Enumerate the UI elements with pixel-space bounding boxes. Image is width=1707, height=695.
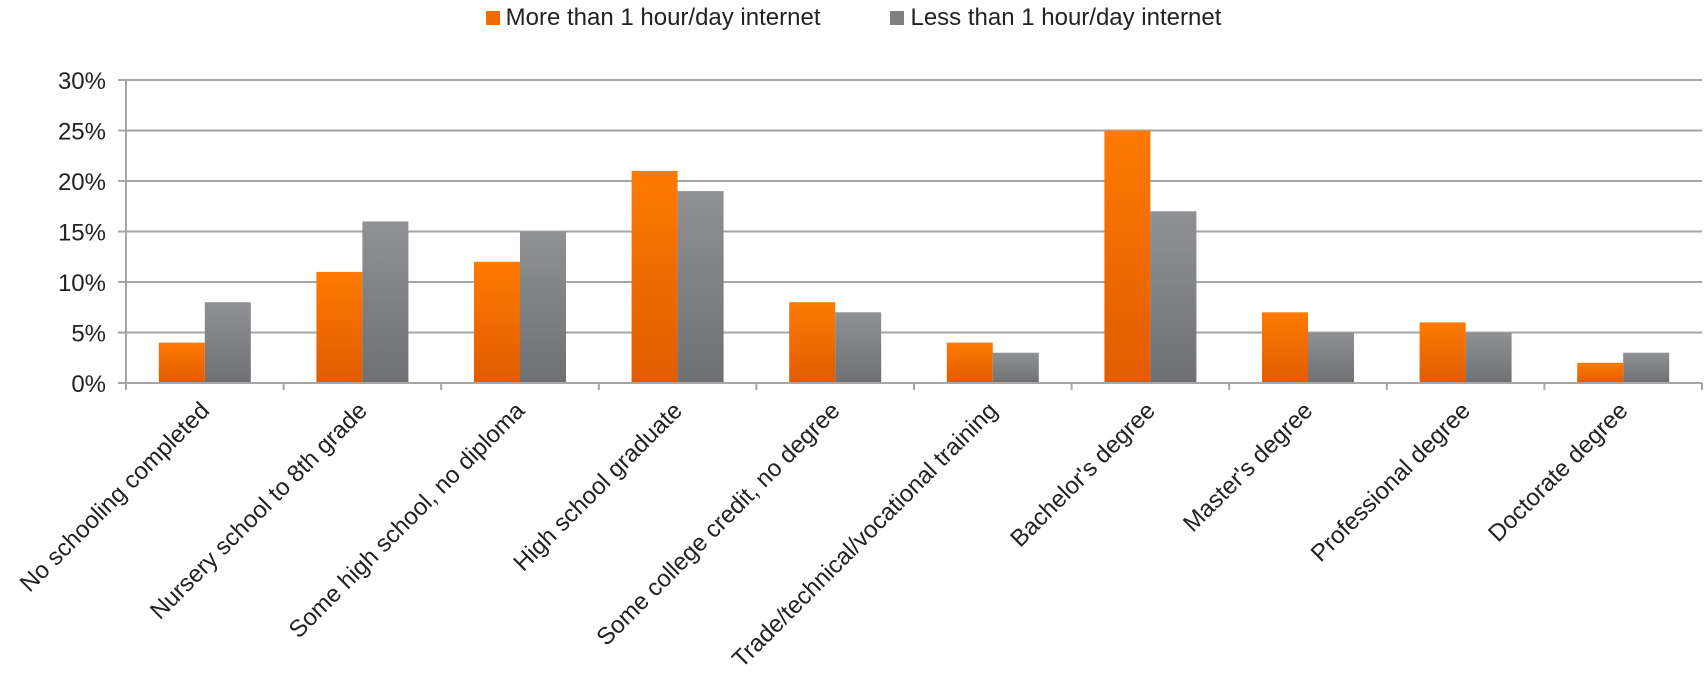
legend-swatch-series-2 xyxy=(890,11,905,25)
bar xyxy=(362,221,409,383)
y-tick-label: 5% xyxy=(71,321,106,348)
x-tick-label: Trade/technical/vocational training xyxy=(727,397,1003,673)
y-tick-label: 20% xyxy=(58,169,106,196)
x-tick-label: Master's degree xyxy=(1178,397,1318,537)
bar xyxy=(1623,352,1670,383)
bar xyxy=(992,352,1039,383)
y-tick-label: 0% xyxy=(71,371,106,398)
legend-label-series-1: More than 1 hour/day internet xyxy=(505,4,821,31)
x-tick-label: Professional degree xyxy=(1306,397,1476,567)
bar xyxy=(1262,312,1308,383)
bar xyxy=(1150,211,1197,383)
legend-item-series-2: Less than 1 hour/day internet xyxy=(890,4,1221,32)
bar xyxy=(1465,332,1512,383)
y-tick-label: 15% xyxy=(58,220,106,247)
bar xyxy=(946,342,993,383)
y-tick-label: 25% xyxy=(58,119,106,146)
legend-item-series-1: More than 1 hour/day internet xyxy=(485,4,821,32)
x-tick-label: Doctorate degree xyxy=(1483,397,1633,547)
bar xyxy=(520,231,566,383)
bar xyxy=(158,342,205,383)
legend-label-series-2: Less than 1 hour/day internet xyxy=(910,4,1222,31)
bar xyxy=(631,170,678,383)
bar xyxy=(474,261,520,383)
bar xyxy=(677,191,724,383)
y-tick-label: 10% xyxy=(58,270,106,297)
legend-swatch-series-1 xyxy=(485,11,500,25)
bar xyxy=(1104,130,1151,383)
x-tick-label: High school graduate xyxy=(508,397,687,576)
x-tick-label: Bachelor's degree xyxy=(1005,397,1160,552)
bar xyxy=(1308,332,1354,383)
bar xyxy=(789,302,836,383)
y-tick-label: 30% xyxy=(58,68,106,95)
bar xyxy=(835,312,882,383)
legend: More than 1 hour/day internet Less than … xyxy=(0,4,1707,32)
bar xyxy=(316,271,363,383)
bar xyxy=(1577,362,1624,383)
bar xyxy=(1419,322,1466,383)
bar xyxy=(204,302,251,383)
